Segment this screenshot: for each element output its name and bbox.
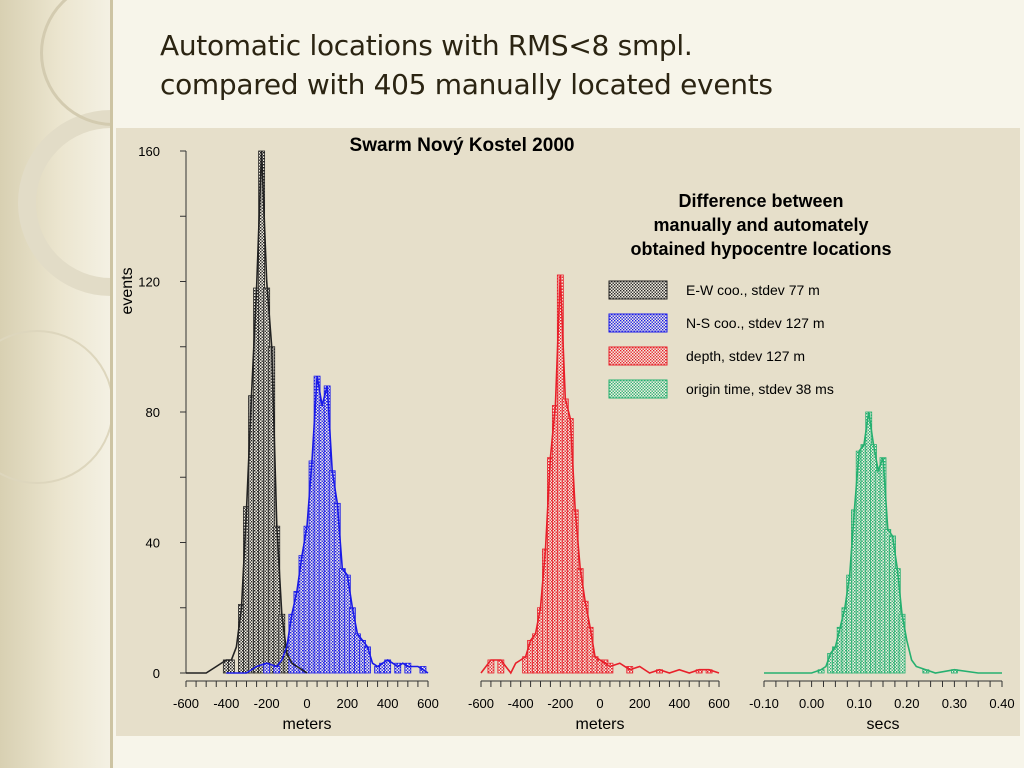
x-tick-label: 200 xyxy=(629,696,651,711)
x-tick-label: 0.40 xyxy=(989,696,1014,711)
decorative-ring xyxy=(18,110,112,296)
histogram-bar xyxy=(364,646,371,674)
y-tick-label: 160 xyxy=(138,144,160,159)
series-line xyxy=(186,150,308,674)
x-tick-label: 0.20 xyxy=(894,696,919,711)
histogram-bar xyxy=(404,662,412,674)
y-tick-label: 80 xyxy=(146,405,160,420)
x-tick-label: -600 xyxy=(173,696,199,711)
histogram-bar xyxy=(606,662,614,674)
legend-swatch xyxy=(608,379,668,399)
x-axis-label: meters xyxy=(283,716,332,733)
y-tick-label: 40 xyxy=(146,536,160,551)
x-tick-label: 0.00 xyxy=(799,696,824,711)
y-tick-label: 120 xyxy=(138,275,160,290)
y-axis-label: events xyxy=(119,267,136,314)
annotation-line: manually and automately xyxy=(653,215,868,235)
x-tick-label: -400 xyxy=(213,696,239,711)
x-axis-label: meters xyxy=(576,716,625,733)
y-tick-label: 0 xyxy=(153,666,160,681)
histogram-bar xyxy=(394,662,402,674)
annotation-line: obtained hypocentre locations xyxy=(630,239,891,259)
x-axis-label: secs xyxy=(867,716,900,733)
legend-label: depth, stdev 127 m xyxy=(686,348,805,364)
sidebar-divider xyxy=(110,0,113,768)
legend-label: origin time, stdev 38 ms xyxy=(686,381,834,397)
legend-swatch xyxy=(608,280,668,300)
x-tick-label: -400 xyxy=(508,696,534,711)
slide-title-line-2: compared with 405 manually located event… xyxy=(160,68,773,101)
histogram-bar xyxy=(227,659,235,674)
series-line xyxy=(226,375,429,674)
x-tick-label: -200 xyxy=(547,696,573,711)
slide-title: Automatic locations with RMS<8 smpl. com… xyxy=(160,26,1000,104)
legend-label: E-W coo., stdev 77 m xyxy=(686,282,820,298)
chart-panel: Swarm Nový Kostel 2000 0 40 80 120 160 events -… xyxy=(116,128,1020,736)
decorative-ring xyxy=(0,330,112,484)
x-tick-label: 0 xyxy=(303,696,310,711)
annotation-line: Difference between xyxy=(678,191,843,211)
histogram-bar xyxy=(273,666,281,674)
x-tick-label: 200 xyxy=(336,696,358,711)
x-tick-label: 0.10 xyxy=(847,696,872,711)
x-tick-label: 400 xyxy=(377,696,399,711)
x-tick-label: -200 xyxy=(254,696,280,711)
series-line xyxy=(764,411,1002,674)
x-tick-label: 400 xyxy=(668,696,690,711)
legend-label: N-S coo., stdev 127 m xyxy=(686,315,825,331)
decorative-ring xyxy=(40,0,112,126)
legend-swatch xyxy=(608,313,668,333)
x-tick-label: -600 xyxy=(468,696,494,711)
histogram-chart: Swarm Nový Kostel 2000 0 40 80 120 160 events -… xyxy=(119,135,1015,733)
x-tick-label: 600 xyxy=(708,696,730,711)
x-tick-label: 0.30 xyxy=(942,696,967,711)
series-line xyxy=(480,274,720,675)
legend-swatch xyxy=(608,346,668,366)
decorative-sidebar xyxy=(0,0,112,768)
x-tick-label: 600 xyxy=(417,696,439,711)
x-tick-label: -0.10 xyxy=(749,696,779,711)
chart-title: Swarm Nový Kostel 2000 xyxy=(350,135,575,156)
x-tick-label: 0 xyxy=(596,696,603,711)
slide-title-line-1: Automatic locations with RMS<8 smpl. xyxy=(160,29,693,62)
